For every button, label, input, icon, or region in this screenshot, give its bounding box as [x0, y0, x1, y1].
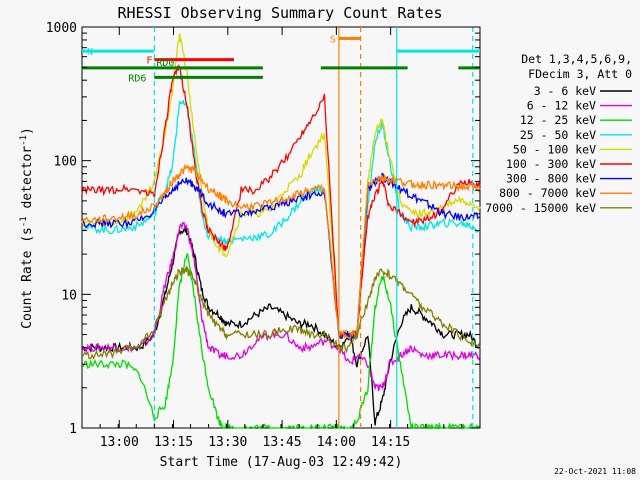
status-bar-label-4: S — [330, 35, 336, 46]
chart-title: RHESSI Observing Summary Count Rates — [117, 4, 442, 22]
y-tick-label-0: 1 — [69, 422, 77, 437]
y-axis-ticks: 1 10 100 1000 — [46, 21, 480, 437]
x-tick-label-3: 13:45 — [263, 435, 302, 450]
legend-label-7: 800 - 7000 keV — [499, 186, 596, 200]
legend-label-6: 300 - 800 keV — [506, 172, 596, 186]
y-tick-label-3: 1000 — [46, 21, 77, 36]
legend-header-line-2: FDecim 3, Att 0 — [528, 67, 632, 81]
vertical-markers — [153, 27, 474, 428]
x-tick-label-2: 13:30 — [208, 435, 247, 450]
x-tick-label-4: 14:00 — [317, 435, 356, 450]
legend-label-2: 12 - 25 keV — [520, 113, 596, 127]
status-bars: N F RD0 RD6 S — [82, 35, 480, 84]
status-bar-label-0: N — [87, 47, 93, 58]
legend-label-4: 50 - 100 keV — [513, 142, 596, 156]
status-bar-label-2: RD0 — [156, 58, 174, 69]
x-axis-label: Start Time (17-Aug-03 12:49:42) — [160, 455, 403, 470]
x-tick-label-1: 13:15 — [154, 435, 193, 450]
x-axis-ticks: 13:00 13:15 13:30 13:45 14:00 14:15 — [81, 27, 481, 450]
legend-label-8: 7000 - 15000 keV — [485, 201, 596, 215]
series-line-0 — [81, 226, 481, 426]
status-bar-label-3: RD6 — [128, 73, 146, 84]
series-group — [81, 33, 481, 431]
x-tick-label-5: 14:15 — [371, 435, 410, 450]
series-line-2 — [81, 253, 481, 431]
series-line-7 — [81, 163, 481, 340]
y-axis-label: Count Rate (s-1 detector-1) — [19, 127, 35, 329]
legend-label-0: 3 - 6 keV — [534, 84, 596, 98]
y-tick-label-1: 10 — [61, 288, 77, 303]
series-line-8 — [81, 264, 481, 360]
series-line-1 — [81, 221, 481, 392]
status-bar-label-1: F — [146, 56, 152, 67]
y-tick-label-2: 100 — [54, 155, 77, 170]
legend-header-line-1: Det 1,3,4,5,6,9, — [521, 52, 632, 66]
series-line-4 — [81, 33, 481, 340]
series-line-5 — [81, 63, 481, 340]
x-tick-label-0: 13:00 — [100, 435, 139, 450]
series-line-6 — [81, 172, 481, 341]
legend-label-3: 25 - 50 keV — [520, 128, 596, 142]
timestamp: 22-Oct-2021 11:08 — [554, 467, 636, 476]
legend: Det 1,3,4,5,6,9, FDecim 3, Att 0 3 - 6 k… — [485, 52, 632, 215]
plot-frame — [81, 26, 481, 429]
legend-label-1: 6 - 12 keV — [527, 99, 596, 113]
legend-label-5: 100 - 300 keV — [506, 157, 596, 171]
